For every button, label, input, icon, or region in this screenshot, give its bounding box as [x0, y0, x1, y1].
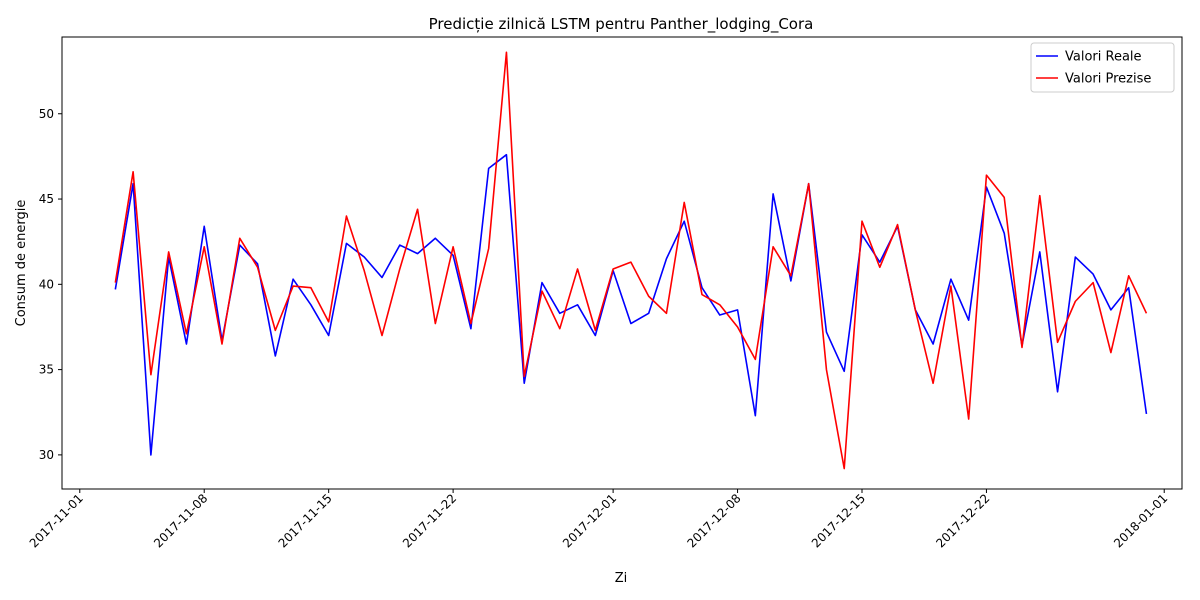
y-tick-label: 45 [39, 192, 54, 206]
y-axis-label: Consum de energie [14, 200, 29, 327]
legend-label-1: Valori Reale [1065, 50, 1142, 65]
series-line-1 [114, 153, 1148, 456]
legend-label-2: Valori Prezise [1065, 72, 1151, 87]
y-tick-label: 35 [39, 363, 54, 377]
y-tick-label: 40 [39, 277, 54, 291]
x-axis-label: Zi [615, 571, 628, 586]
y-tick-label: 50 [39, 107, 54, 121]
legend: Valori Reale Valori Prezise [1030, 42, 1175, 93]
series-line-2 [114, 51, 1148, 470]
axes-frame [61, 36, 1183, 490]
y-tick-label: 30 [39, 448, 54, 462]
legend-box [1030, 42, 1175, 93]
chart-title: Predicție zilnică LSTM pentru Panther_lo… [429, 15, 814, 34]
